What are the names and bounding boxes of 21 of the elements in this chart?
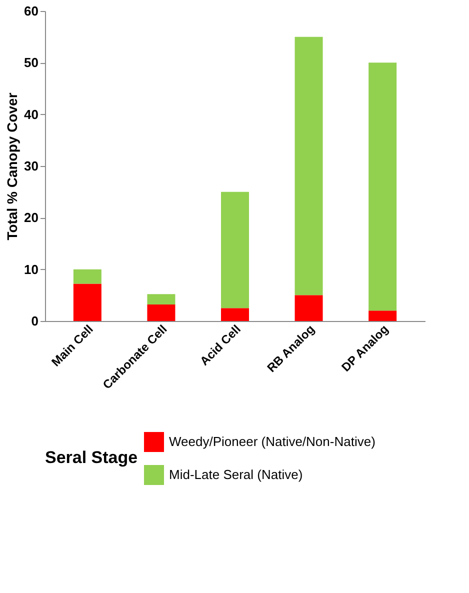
y-tick-label: 10: [24, 262, 38, 277]
y-tick-label: 20: [24, 210, 38, 226]
bar: [368, 310, 397, 321]
bar: [73, 269, 102, 284]
y-tick-label: 0: [31, 314, 38, 328]
legend-title: Seral Stage: [45, 448, 138, 467]
legend-label: Mid-Late Seral (Native): [169, 467, 303, 482]
bar: [73, 284, 102, 321]
bar: [147, 304, 176, 321]
y-tick-label: 30: [24, 158, 38, 174]
legend-label: Weedy/Pioneer (Native/Non-Native): [169, 434, 376, 449]
bar: [221, 308, 249, 321]
y-axis-title: Total % Canopy Cover: [4, 92, 20, 240]
bar: [368, 62, 397, 311]
y-tick-label: 60: [24, 4, 38, 18]
y-tick-label: 40: [24, 106, 38, 122]
bar: [147, 294, 176, 304]
bar: [221, 192, 249, 308]
bar: [294, 295, 323, 321]
bar: [294, 36, 323, 296]
y-tick-label: 50: [24, 55, 38, 70]
